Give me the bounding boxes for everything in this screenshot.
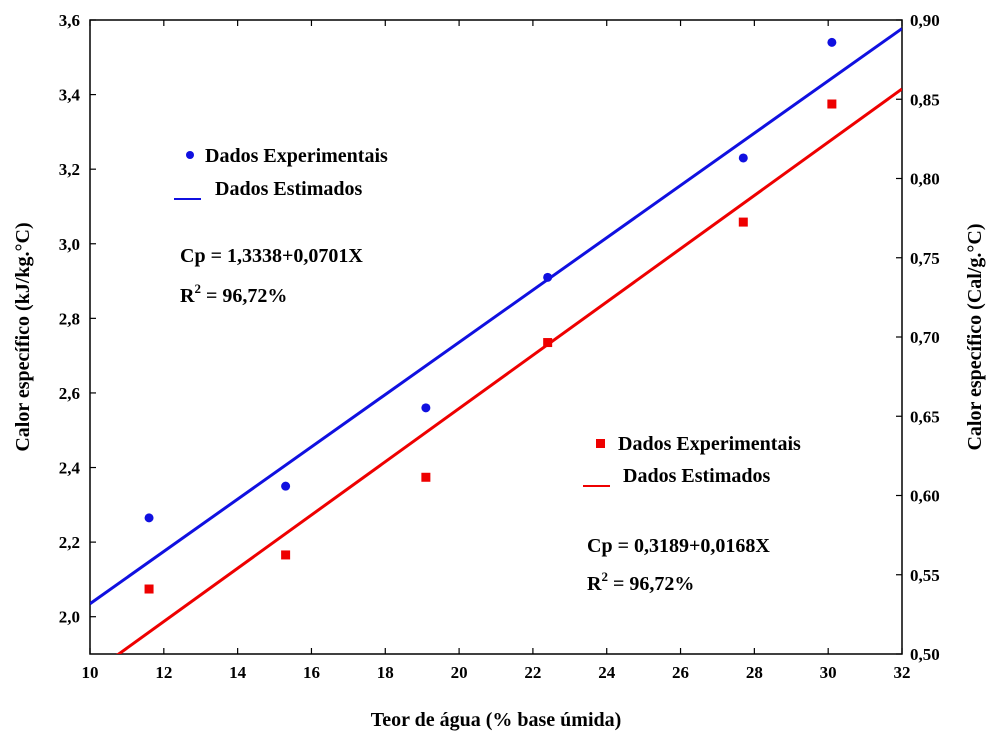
y-axis-title-left: Calor específico (kJ/kg.°C) [12,222,34,451]
red-equation: Cp = 0,3189+0,0168X [587,535,770,557]
red-data-point [827,99,837,109]
red-regression-line [116,87,902,654]
red-r-squared: R2 = 96,72% [587,569,694,595]
x-tick-label: 22 [524,663,541,682]
x-tick-label: 20 [451,663,468,682]
y-tick-label-right: 0,50 [910,645,940,664]
y-axis-title-right: Calor específico (Cal/g.°C) [964,223,986,450]
x-tick-label: 14 [229,663,247,682]
y-tick-label-left: 2,2 [59,533,80,552]
y-tick-label-left: 3,6 [59,11,80,30]
red-data-point [421,472,431,482]
y-tick-label-left: 3,0 [59,235,80,254]
blue-data-point [281,481,291,491]
x-tick-label: 16 [303,663,320,682]
red-legend-line-label: Dados Estimados [623,465,770,487]
red-r2-superscript: 2 [601,569,608,584]
x-tick-label: 18 [377,663,394,682]
blue-data-point [144,513,154,523]
y-tick-label-right: 0,85 [910,90,940,109]
y-tick-label-left: 2,4 [59,459,81,478]
x-tick-label: 10 [82,663,99,682]
red-data-point [281,550,291,560]
blue-r2-value: = 96,72% [201,285,287,307]
y-tick-label-left: 3,4 [59,86,81,105]
x-tick-label: 12 [155,663,172,682]
y-tick-label-right: 0,70 [910,328,940,347]
x-tick-label: 24 [598,663,616,682]
y-tick-label-left: 3,2 [59,160,80,179]
y-tick-label-right: 0,75 [910,249,940,268]
blue-equation: Cp = 1,3338+0,0701X [180,245,363,267]
red-legend-points-label: Dados Experimentais [618,433,801,455]
points-layer [144,37,837,594]
x-tick-label: 30 [820,663,837,682]
y-tick-label-left: 2,6 [59,384,80,403]
y-tick-label-left: 2,8 [59,309,80,328]
ticks-layer: 10 12 14 16 18 20 22 24 26 28 30 322,02,22,42,62,83… [59,11,940,682]
y-tick-label-right: 0,90 [910,11,940,30]
red-data-point [144,584,154,594]
red-r2-value: = 96,72% [608,573,694,595]
red-data-point [543,338,553,348]
blue-r2-label: R [180,285,195,307]
blue-data-point [827,37,837,47]
x-tick-label: 32 [894,663,911,682]
red-data-point [738,217,748,227]
x-tick-label: 28 [746,663,763,682]
y-tick-label-right: 0,60 [910,487,940,506]
blue-legend-point-marker [186,151,194,159]
blue-legend-line-label: Dados Estimados [215,178,362,200]
blue-data-point [543,272,553,282]
blue-data-point [738,153,748,163]
red-legend-point-marker [596,439,605,448]
y-tick-label-right: 0,55 [910,566,940,585]
lines-layer [90,27,902,654]
blue-legend-points-label: Dados Experimentais [205,145,388,167]
red-r2-label: R [587,573,602,595]
blue-data-point [421,403,431,413]
blue-regression-line [90,27,902,605]
blue-r-squared: R2 = 96,72% [180,281,287,307]
x-tick-label: 26 [672,663,689,682]
y-tick-label-right: 0,65 [910,407,940,426]
x-axis-title: Teor de água (% base úmida) [371,709,622,731]
y-tick-label-right: 0,80 [910,170,940,189]
blue-r2-superscript: 2 [194,281,201,296]
y-tick-label-left: 2,0 [59,608,80,627]
